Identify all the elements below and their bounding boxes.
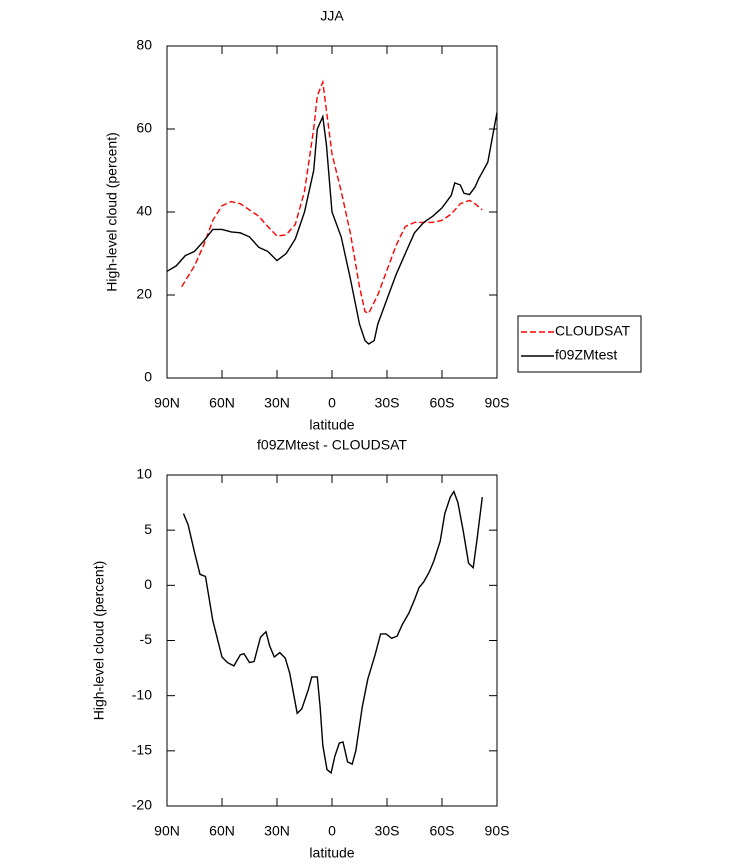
x-axis-label: latitude: [309, 417, 354, 433]
plot-frame: [166, 45, 498, 379]
x-tick-label: 60S: [430, 395, 455, 411]
y-tick-label: -15: [132, 742, 152, 758]
y-tick-label: 80: [136, 37, 152, 53]
plot-frame: [166, 474, 498, 807]
y-tick-label: 0: [144, 369, 152, 385]
y-tick-label: 5: [144, 521, 152, 537]
x-tick-label: 90N: [154, 395, 180, 411]
chart-title: f09ZMtest - CLOUDSAT: [257, 437, 407, 453]
x-tick-label: 60S: [430, 823, 455, 839]
x-tick-label: 90S: [485, 823, 510, 839]
legend-label: f09ZMtest: [555, 347, 617, 363]
x-tick-label: 0: [328, 395, 336, 411]
y-tick-label: 60: [136, 120, 152, 136]
y-tick-label: 40: [136, 203, 152, 219]
x-tick-label: 30N: [264, 395, 290, 411]
legend-label: CLOUDSAT: [555, 323, 631, 339]
x-axis-label: latitude: [309, 845, 354, 861]
data-line: [181, 79, 483, 315]
x-tick-label: 30N: [264, 823, 290, 839]
x-tick-label: 90S: [485, 395, 510, 411]
x-tick-label: 30S: [375, 823, 400, 839]
y-axis-label: High-level cloud (percent): [104, 132, 120, 292]
y-tick-label: -20: [132, 797, 152, 813]
data-line: [182, 490, 483, 775]
y-tick-label: 10: [136, 466, 152, 482]
y-tick-label: -5: [140, 631, 153, 647]
y-tick-label: -10: [132, 686, 152, 702]
chart-title: JJA: [320, 8, 344, 24]
x-tick-label: 30S: [375, 395, 400, 411]
legend-box: [517, 315, 642, 373]
data-line: [166, 112, 498, 345]
x-tick-label: 60N: [209, 395, 235, 411]
x-tick-label: 0: [328, 823, 336, 839]
y-tick-label: 0: [144, 576, 152, 592]
x-tick-label: 60N: [209, 823, 235, 839]
x-tick-label: 90N: [154, 823, 180, 839]
y-tick-label: 20: [136, 286, 152, 302]
y-axis-label: High-level cloud (percent): [91, 561, 107, 721]
